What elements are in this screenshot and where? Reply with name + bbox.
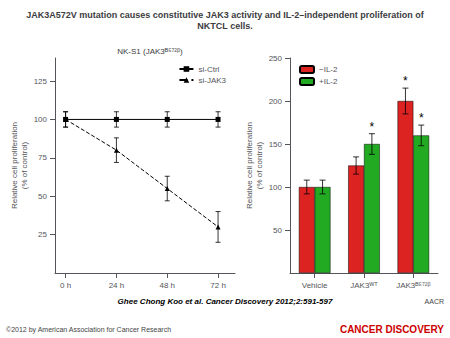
svg-text:Vehicle: Vehicle <box>302 281 328 290</box>
svg-text:24 h: 24 h <box>109 281 125 290</box>
svg-text:Ghee Chong Koo et al. Cancer D: Ghee Chong Koo et al. Cancer Discovery 2… <box>118 297 333 306</box>
svg-text:(% of control): (% of control) <box>20 141 29 189</box>
svg-text:125: 125 <box>34 77 48 86</box>
svg-text:25: 25 <box>38 230 47 239</box>
svg-text:48 h: 48 h <box>159 281 175 290</box>
svg-text:Relative cell proliferation: Relative cell proliferation <box>245 122 254 209</box>
svg-text:NK-S1 (JAK3ᴮ⁵⁷²ᵝ): NK-S1 (JAK3ᴮ⁵⁷²ᵝ) <box>117 47 183 56</box>
svg-text:0 h: 0 h <box>60 281 71 290</box>
svg-text:50: 50 <box>273 226 282 235</box>
svg-text:(% of control): (% of control) <box>255 141 264 189</box>
svg-text:JAK3A572V mutation causes cons: JAK3A572V mutation causes constitutive J… <box>26 10 425 20</box>
svg-text:si-Ctrl: si-Ctrl <box>198 65 219 74</box>
svg-text:AACR: AACR <box>425 298 444 305</box>
svg-text:250: 250 <box>269 54 283 63</box>
svg-text:72 h: 72 h <box>210 281 226 290</box>
svg-text:200: 200 <box>269 97 283 106</box>
svg-text:JAK3ᴮ⁵⁷²ᵝ: JAK3ᴮ⁵⁷²ᵝ <box>396 281 430 290</box>
svg-text:50: 50 <box>38 192 47 201</box>
svg-text:CANCER DISCOVERY: CANCER DISCOVERY <box>340 324 444 335</box>
svg-text:Relative cell proliferation: Relative cell proliferation <box>10 122 19 209</box>
svg-text:+IL-2: +IL-2 <box>319 77 338 86</box>
svg-text:150: 150 <box>269 140 283 149</box>
svg-text:*: * <box>370 120 375 134</box>
svg-text:si-JAK3: si-JAK3 <box>198 76 226 85</box>
svg-text:*: * <box>419 111 424 125</box>
svg-text:JAK3ᵂᵀ: JAK3ᵂᵀ <box>350 281 378 290</box>
svg-text:75: 75 <box>38 153 47 162</box>
svg-text:100: 100 <box>34 115 48 124</box>
svg-text:©2012 by American Association: ©2012 by American Association for Cancer… <box>6 326 171 334</box>
svg-text:NKTCL cells.: NKTCL cells. <box>197 21 252 31</box>
svg-text:−IL-2: −IL-2 <box>319 65 338 74</box>
svg-text:*: * <box>403 74 408 88</box>
svg-text:100: 100 <box>269 183 283 192</box>
